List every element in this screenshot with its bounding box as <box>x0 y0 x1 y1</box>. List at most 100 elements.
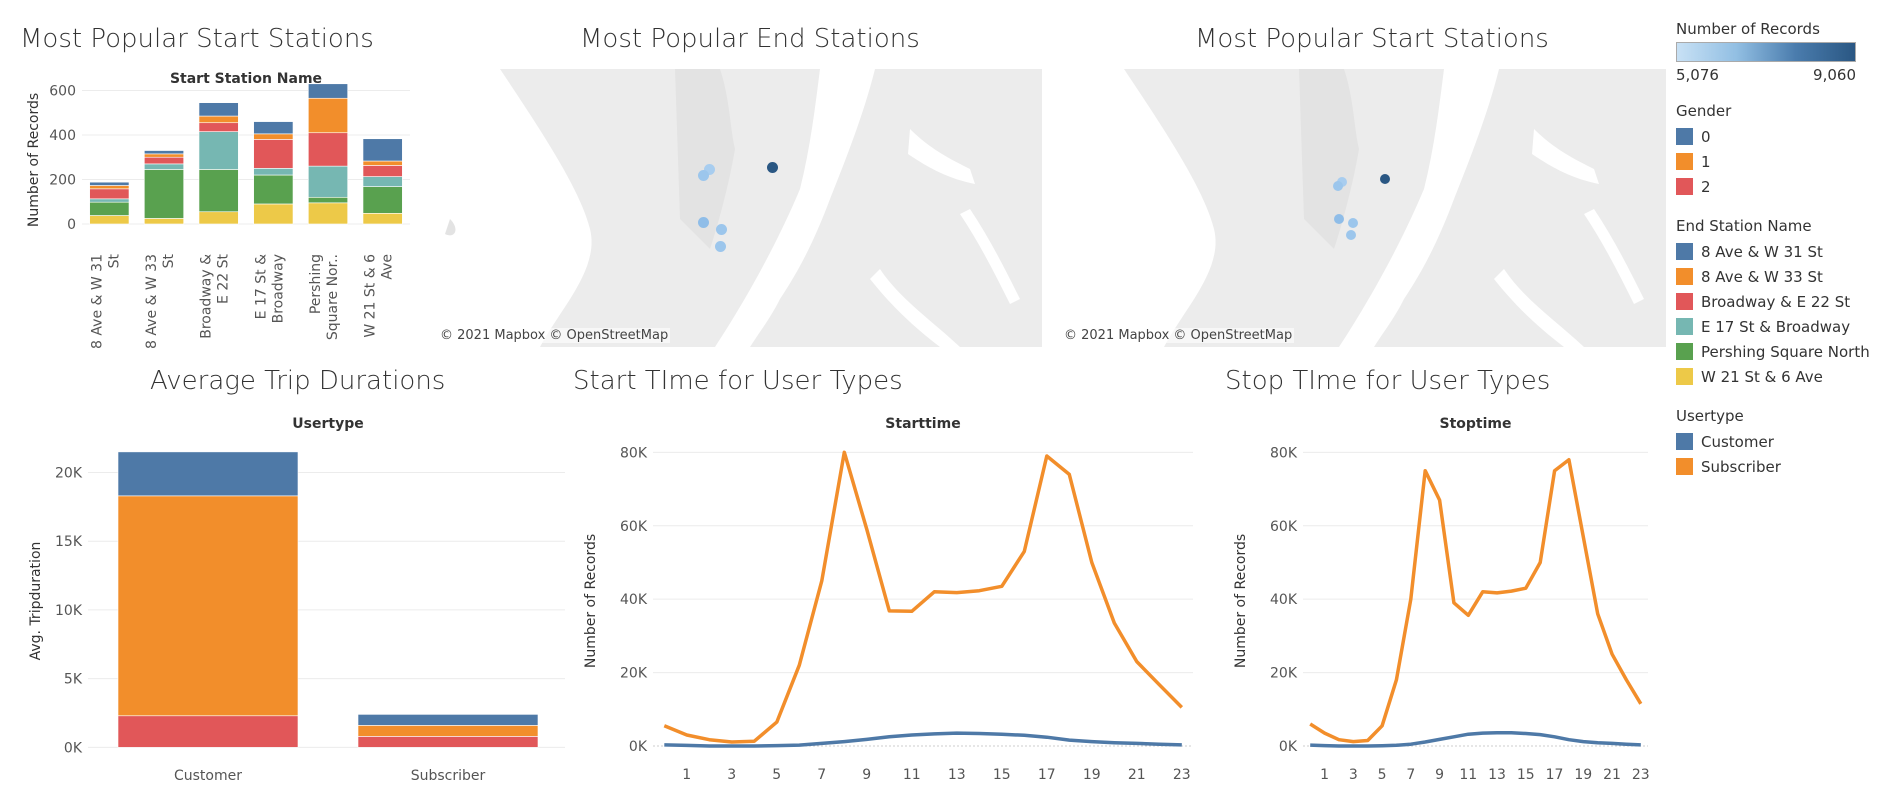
x-tick-label: Broadway & <box>199 254 215 339</box>
chart-title: Start Station Name <box>170 71 322 87</box>
y-tick-label: 60K <box>620 519 648 535</box>
stop-time-title: Stop TIme for User Types <box>1225 366 1551 396</box>
map-dot[interactable] <box>767 162 778 173</box>
bar-segment <box>362 160 403 166</box>
trip-duration-title: Average Trip Durations <box>150 366 446 396</box>
legend-item[interactable]: Customer <box>1676 429 1876 454</box>
legend-label: 2 <box>1701 177 1711 196</box>
x-tick-label: E 22 St <box>216 253 232 303</box>
bar-segment <box>144 156 184 165</box>
start-stations-map[interactable]: © 2021 Mapbox © OpenStreetMap <box>1054 69 1666 347</box>
y-axis-label: Number of Records <box>1233 534 1249 668</box>
bar-segment <box>308 132 348 167</box>
y-tick-label: 15K <box>55 534 83 550</box>
x-tick-label: 23 <box>1632 767 1650 783</box>
y-axis-label: Number of Records <box>583 534 599 668</box>
y-tick-label: 0K <box>629 739 648 755</box>
bar-segment <box>253 203 294 225</box>
gender-legend-title: Gender <box>1676 102 1732 120</box>
x-tick-label: 13 <box>948 767 966 783</box>
x-tick-label: 13 <box>1488 767 1506 783</box>
legend-label: Customer <box>1701 432 1774 451</box>
series-line <box>663 450 1184 744</box>
bar-segment <box>198 102 239 117</box>
legend-item[interactable]: 0 <box>1676 124 1876 149</box>
bar-segment <box>308 165 348 198</box>
map-dot[interactable] <box>715 241 726 252</box>
bar-segment <box>198 169 239 213</box>
legend-item[interactable]: W 21 St & 6 Ave <box>1676 364 1876 389</box>
bar-segment <box>308 202 348 225</box>
bar-segment <box>253 133 294 140</box>
y-tick-label: 20K <box>1270 666 1298 682</box>
end-station-legend: End Station Name 8 Ave & W 31 St 8 Ave & … <box>1676 217 1876 389</box>
bar-segment <box>89 215 130 225</box>
y-tick-label: 80K <box>620 445 648 461</box>
bar-segment <box>308 97 348 134</box>
legend-item[interactable]: E 17 St & Broadway <box>1676 314 1876 339</box>
legend-label: Broadway & E 22 St <box>1701 292 1851 311</box>
x-tick-label: Ave <box>380 254 396 280</box>
end-stations-map[interactable]: © 2021 Mapbox © OpenStreetMap <box>430 69 1042 347</box>
y-axis-label: Avg. Tripduration <box>28 542 44 661</box>
x-tick-label: St <box>161 254 177 269</box>
y-tick-label: 200 <box>49 172 76 188</box>
y-tick-label: 0K <box>1279 739 1298 755</box>
map-dot[interactable] <box>1346 230 1356 240</box>
legend-item[interactable]: 1 <box>1676 149 1876 174</box>
x-tick-label: 5 <box>1378 767 1387 783</box>
x-tick-label: 9 <box>862 767 871 783</box>
bar-segment <box>198 131 239 170</box>
records-color-gradient[interactable] <box>1676 42 1856 62</box>
legend-label: 0 <box>1701 127 1711 146</box>
y-tick-label: 0K <box>64 740 83 756</box>
x-tick-label: 7 <box>817 767 826 783</box>
legend-item[interactable]: 8 Ave & W 31 St <box>1676 239 1876 264</box>
records-legend-title: Number of Records <box>1676 20 1820 38</box>
map-dot[interactable] <box>704 164 715 175</box>
x-tick-label: 21 <box>1128 767 1146 783</box>
y-tick-label: 60K <box>1270 519 1298 535</box>
x-tick-label: 7 <box>1406 767 1415 783</box>
bar-segment <box>89 181 130 186</box>
bar-segment <box>89 201 130 216</box>
bar-segment <box>198 115 239 124</box>
x-tick-label: 8 Ave & W 31 <box>89 254 105 349</box>
map-credit: © 2021 Mapbox © OpenStreetMap <box>1062 328 1295 343</box>
legend-item[interactable]: 8 Ave & W 33 St <box>1676 264 1876 289</box>
legend-swatch <box>1676 293 1693 310</box>
y-tick-label: 40K <box>620 592 648 608</box>
legend-swatch <box>1676 153 1693 170</box>
legend-item[interactable]: Pershing Square North <box>1676 339 1876 364</box>
x-tick-label: 23 <box>1173 767 1191 783</box>
bar-segment <box>362 176 403 187</box>
bar-segment <box>144 150 184 155</box>
legend-item[interactable]: 2 <box>1676 174 1876 199</box>
x-tick-label: W 21 St & 6 <box>363 254 379 338</box>
map-dot[interactable] <box>1380 174 1390 184</box>
map-dot[interactable] <box>1348 218 1358 228</box>
bar-segment <box>198 211 239 225</box>
series-line <box>1310 731 1641 748</box>
map-dot[interactable] <box>1334 214 1344 224</box>
x-tick-label: Broadway <box>270 254 286 323</box>
legend-label: Pershing Square North <box>1701 342 1870 361</box>
x-tick-label: 8 Ave & W 33 <box>144 254 160 349</box>
x-tick-label: 9 <box>1435 767 1444 783</box>
map-dot[interactable] <box>698 170 709 181</box>
y-tick-label: 20K <box>620 666 648 682</box>
legend-item[interactable]: Subscriber <box>1676 454 1876 479</box>
bar-segment <box>357 714 539 726</box>
map-dot[interactable] <box>698 217 709 228</box>
bar-segment <box>117 715 299 748</box>
map-dot[interactable] <box>716 224 727 235</box>
bar-segment <box>117 495 299 717</box>
x-tick-label: 21 <box>1603 767 1621 783</box>
bar-segment <box>357 736 539 748</box>
map-dot[interactable] <box>1333 181 1343 191</box>
bar-segment <box>89 188 130 200</box>
legend-item[interactable]: Broadway & E 22 St <box>1676 289 1876 314</box>
chart-title: Stoptime <box>1440 416 1512 432</box>
bar-segment <box>198 122 239 132</box>
usertype-legend: Usertype Customer Subscriber <box>1676 407 1876 479</box>
